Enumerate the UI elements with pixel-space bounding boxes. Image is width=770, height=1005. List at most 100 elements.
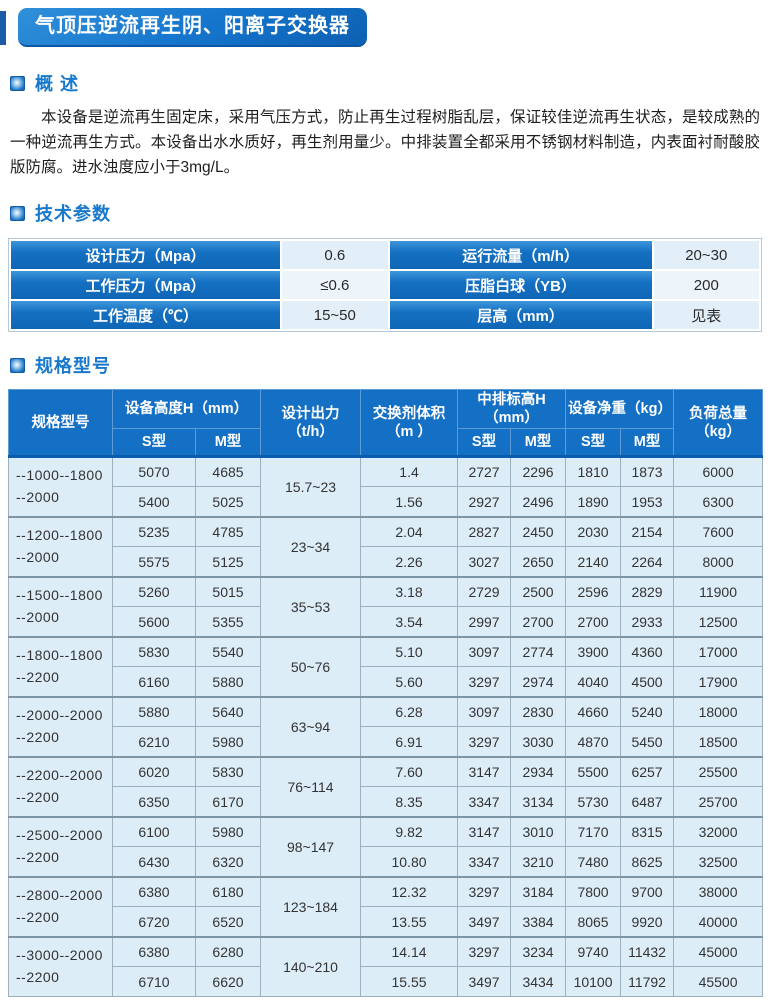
- load-cell: 32000: [673, 815, 764, 848]
- mid-height-m-cell: 2830: [510, 695, 567, 728]
- height-m-cell: 6280: [194, 935, 262, 968]
- volume-cell: 3.54: [360, 606, 459, 638]
- mid-height-m-cell: 2450: [510, 515, 567, 548]
- mid-height-s-cell: 3347: [457, 786, 512, 818]
- weight-s-cell: 2140: [565, 546, 622, 578]
- mid-height-s-cell: 3297: [457, 726, 512, 758]
- load-cell: 17000: [673, 635, 764, 668]
- spec-row: --1000--1800 --2000 5070 4685 15.7~23 1.4 2727…: [8, 455, 764, 518]
- weight-m-cell: 9920: [620, 906, 675, 938]
- spec-row: 6710 6620 15.55 3497 3434 10100 11792 45500: [9, 966, 764, 998]
- height-m-cell: 5980: [194, 726, 262, 758]
- weight-m-cell: 5240: [620, 695, 675, 728]
- height-s-cell: 5235: [112, 515, 196, 548]
- col-subheader-height-s: S型: [112, 428, 196, 458]
- load-cell: 7600: [673, 515, 764, 548]
- load-cell: 38000: [673, 875, 764, 908]
- weight-s-cell: 9740: [565, 935, 622, 968]
- height-s-cell: 5830: [112, 635, 196, 668]
- spec-row: --2200--2000 --2200 6020 5830 76~114 7.60 3147…: [8, 755, 764, 818]
- spec-row: --1200--1800 --2000 5235 4785 23~34 2.04 2827 2…: [8, 515, 764, 578]
- weight-s-cell: 10100: [565, 966, 622, 998]
- volume-cell: 5.60: [360, 666, 459, 698]
- mid-height-s-cell: 3297: [457, 935, 512, 968]
- height-s-cell: 6210: [112, 726, 196, 758]
- param-value-cell: ≤0.6: [282, 271, 388, 299]
- volume-cell: 1.56: [360, 486, 459, 518]
- section-header-specs: 规格型号: [10, 352, 762, 378]
- model-cell: --1800--1800 --2200: [8, 635, 113, 698]
- height-s-cell: 5575: [112, 546, 196, 578]
- height-s-cell: 6100: [112, 815, 196, 848]
- spec-header-row-1: 规格型号 设备高度H（mm） 设计出力 （t/h） 交换剂体积 （m ） 中排标…: [8, 388, 764, 458]
- weight-m-cell: 8315: [620, 815, 675, 848]
- overview-paragraph: 本设备是逆流再生固定床，采用气压方式，防止再生过程树脂乱层，保证较佳逆流再生状态…: [10, 109, 760, 176]
- weight-m-cell: 4500: [620, 666, 675, 698]
- param-label-cell: 工作压力（Mpa）: [11, 271, 281, 299]
- height-s-cell: 6380: [112, 875, 196, 908]
- load-cell: 18500: [673, 726, 764, 758]
- mid-height-s-cell: 3147: [457, 755, 512, 788]
- tech-params-table-wrapper: 设计压力（Mpa） 0.6 运行流量（m/h） 20~30 工作压力（Mpa） ≤0.6 压…: [8, 238, 762, 332]
- tech-param-row: 工作温度（℃） 15~50 层高（mm） 见表: [11, 301, 759, 329]
- page-title: 气顶压逆流再生阴、阳离子交换器: [18, 8, 367, 47]
- weight-s-cell: 5500: [565, 755, 622, 788]
- section-title-specs: 规格型号: [35, 356, 111, 376]
- load-cell: 25700: [673, 786, 764, 818]
- height-m-cell: 6170: [194, 786, 262, 818]
- spec-row: --3000--2000 --2200 6380 6280 140~210 14.14 32…: [8, 935, 764, 998]
- mid-height-s-cell: 3347: [457, 846, 512, 878]
- volume-cell: 15.55: [360, 966, 459, 998]
- spec-table-body: --1000--1800 --2000 5070 4685 15.7~23 1.4 2727…: [8, 455, 764, 998]
- height-m-cell: 6520: [194, 906, 262, 938]
- load-cell: 45500: [673, 966, 764, 998]
- weight-s-cell: 4870: [565, 726, 622, 758]
- col-header-volume: 交换剂体积 （m ）: [360, 388, 459, 458]
- volume-cell: 7.60: [360, 755, 459, 788]
- height-s-cell: 6430: [112, 846, 196, 878]
- height-m-cell: 5830: [194, 755, 262, 788]
- mid-height-s-cell: 3097: [457, 635, 512, 668]
- load-cell: 45000: [673, 935, 764, 968]
- height-m-cell: 5355: [194, 606, 262, 638]
- param-value-cell: 200: [653, 271, 759, 299]
- weight-m-cell: 11792: [620, 966, 675, 998]
- height-m-cell: 5125: [194, 546, 262, 578]
- weight-s-cell: 7800: [565, 875, 622, 908]
- col-header-weight: 设备净重（kg）: [565, 388, 675, 430]
- weight-m-cell: 1873: [620, 455, 675, 488]
- mid-height-m-cell: 2650: [510, 546, 567, 578]
- mid-height-s-cell: 3497: [457, 966, 512, 998]
- spec-row: --2500--2000 --2200 6100 5980 98~147 9.82 3147…: [8, 815, 764, 878]
- model-cell: --1500--1800 --2000: [8, 575, 113, 638]
- output-cell: 123~184: [260, 875, 362, 938]
- weight-m-cell: 6487: [620, 786, 675, 818]
- mid-height-s-cell: 3147: [457, 815, 512, 848]
- param-label-cell: 压脂白球（YB）: [389, 271, 652, 299]
- tech-params-table: 设计压力（Mpa） 0.6 运行流量（m/h） 20~30 工作压力（Mpa） ≤0.6 压…: [9, 239, 761, 331]
- mid-height-m-cell: 3134: [510, 786, 567, 818]
- mid-height-m-cell: 2496: [510, 486, 567, 518]
- weight-s-cell: 3900: [565, 635, 622, 668]
- mid-height-m-cell: 2774: [510, 635, 567, 668]
- weight-m-cell: 2829: [620, 575, 675, 608]
- volume-cell: 8.35: [360, 786, 459, 818]
- col-subheader-weight-m: M型: [620, 428, 675, 458]
- load-cell: 17900: [673, 666, 764, 698]
- volume-cell: 14.14: [360, 935, 459, 968]
- col-header-mid-height: 中排标高H （mm）: [457, 388, 567, 430]
- weight-s-cell: 4660: [565, 695, 622, 728]
- height-m-cell: 6620: [194, 966, 262, 998]
- spec-header-row-2: S型 M型 S型 M型 S型 M型: [9, 428, 763, 458]
- mid-height-m-cell: 3184: [510, 875, 567, 908]
- model-cell: --2000--2000 --2200: [8, 695, 113, 758]
- weight-m-cell: 11432: [620, 935, 675, 968]
- mid-height-m-cell: 3384: [510, 906, 567, 938]
- weight-m-cell: 6257: [620, 755, 675, 788]
- title-left-accent: [0, 11, 6, 45]
- section-bullet-icon: [10, 205, 25, 221]
- spec-row: 6160 5880 5.60 3297 2974 4040 4500 17900: [9, 666, 764, 698]
- mid-height-m-cell: 2296: [510, 455, 567, 488]
- param-value-cell: 20~30: [653, 241, 759, 269]
- height-m-cell: 5015: [194, 575, 262, 608]
